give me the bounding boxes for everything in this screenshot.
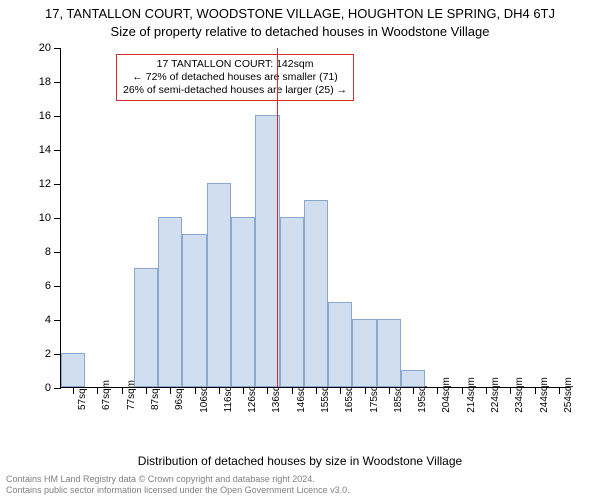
y-tick <box>54 184 61 185</box>
x-tick <box>170 387 171 394</box>
y-tick <box>54 286 61 287</box>
x-tick <box>97 387 98 394</box>
y-tick <box>54 252 61 253</box>
histogram-bar <box>280 217 304 387</box>
y-tick-label: 14 <box>39 144 51 156</box>
x-tick <box>219 387 220 394</box>
x-tick <box>122 387 123 394</box>
histogram-bar <box>352 319 376 387</box>
histogram-bar <box>401 370 425 387</box>
histogram-chart: 17 TANTALLON COURT: 142sqm ← 72% of deta… <box>60 48 570 388</box>
x-tick-label: 234sqm <box>514 377 525 413</box>
x-axis-label: Distribution of detached houses by size … <box>0 454 600 468</box>
y-tick <box>54 48 61 49</box>
y-tick <box>54 150 61 151</box>
x-tick-label: 204sqm <box>441 377 452 413</box>
x-tick <box>462 387 463 394</box>
y-tick <box>54 218 61 219</box>
y-tick <box>54 116 61 117</box>
x-tick <box>486 387 487 394</box>
y-tick-label: 4 <box>45 314 51 326</box>
x-tick <box>292 387 293 394</box>
histogram-bar <box>207 183 231 387</box>
y-tick-label: 10 <box>39 212 51 224</box>
marker-callout: 17 TANTALLON COURT: 142sqm ← 72% of deta… <box>116 54 354 101</box>
x-tick <box>437 387 438 394</box>
x-tick <box>316 387 317 394</box>
credits: Contains HM Land Registry data © Crown c… <box>6 474 350 497</box>
x-tick <box>389 387 390 394</box>
y-tick-label: 6 <box>45 280 51 292</box>
x-tick <box>535 387 536 394</box>
x-tick-label: 254sqm <box>563 377 574 413</box>
callout-line-3: 26% of semi-detached houses are larger (… <box>123 84 347 97</box>
histogram-bar <box>61 353 85 387</box>
histogram-bar <box>328 302 352 387</box>
x-tick-label: 214sqm <box>466 377 477 413</box>
callout-line-2: ← 72% of detached houses are smaller (71… <box>123 71 347 84</box>
y-tick-label: 12 <box>39 178 51 190</box>
histogram-bar <box>158 217 182 387</box>
credits-line-1: Contains HM Land Registry data © Crown c… <box>6 474 350 485</box>
y-tick-label: 8 <box>45 246 51 258</box>
y-tick-label: 0 <box>45 382 51 394</box>
credits-line-2: Contains public sector information licen… <box>6 485 350 496</box>
callout-line-1: 17 TANTALLON COURT: 142sqm <box>123 58 347 71</box>
x-tick <box>340 387 341 394</box>
y-tick-label: 16 <box>39 110 51 122</box>
x-tick <box>267 387 268 394</box>
y-tick <box>54 388 61 389</box>
histogram-bar <box>231 217 255 387</box>
x-tick-label: 224sqm <box>490 377 501 413</box>
x-tick <box>365 387 366 394</box>
x-tick <box>413 387 414 394</box>
x-tick <box>146 387 147 394</box>
x-tick <box>73 387 74 394</box>
y-tick-label: 2 <box>45 348 51 360</box>
histogram-bar <box>304 200 328 387</box>
y-tick-label: 20 <box>39 42 51 54</box>
marker-line <box>277 48 278 387</box>
page-title-sub: Size of property relative to detached ho… <box>0 24 600 39</box>
histogram-bar <box>134 268 158 387</box>
y-tick-label: 18 <box>39 76 51 88</box>
x-tick <box>243 387 244 394</box>
histogram-bar <box>377 319 401 387</box>
x-tick-label: 67sqm <box>101 380 112 410</box>
histogram-bar <box>255 115 279 387</box>
x-tick <box>510 387 511 394</box>
y-tick <box>54 354 61 355</box>
page-title-address: 17, TANTALLON COURT, WOODSTONE VILLAGE, … <box>0 6 600 21</box>
histogram-bar <box>182 234 206 387</box>
x-tick <box>559 387 560 394</box>
x-tick-label: 244sqm <box>539 377 550 413</box>
y-tick <box>54 82 61 83</box>
y-tick <box>54 320 61 321</box>
x-tick <box>195 387 196 394</box>
